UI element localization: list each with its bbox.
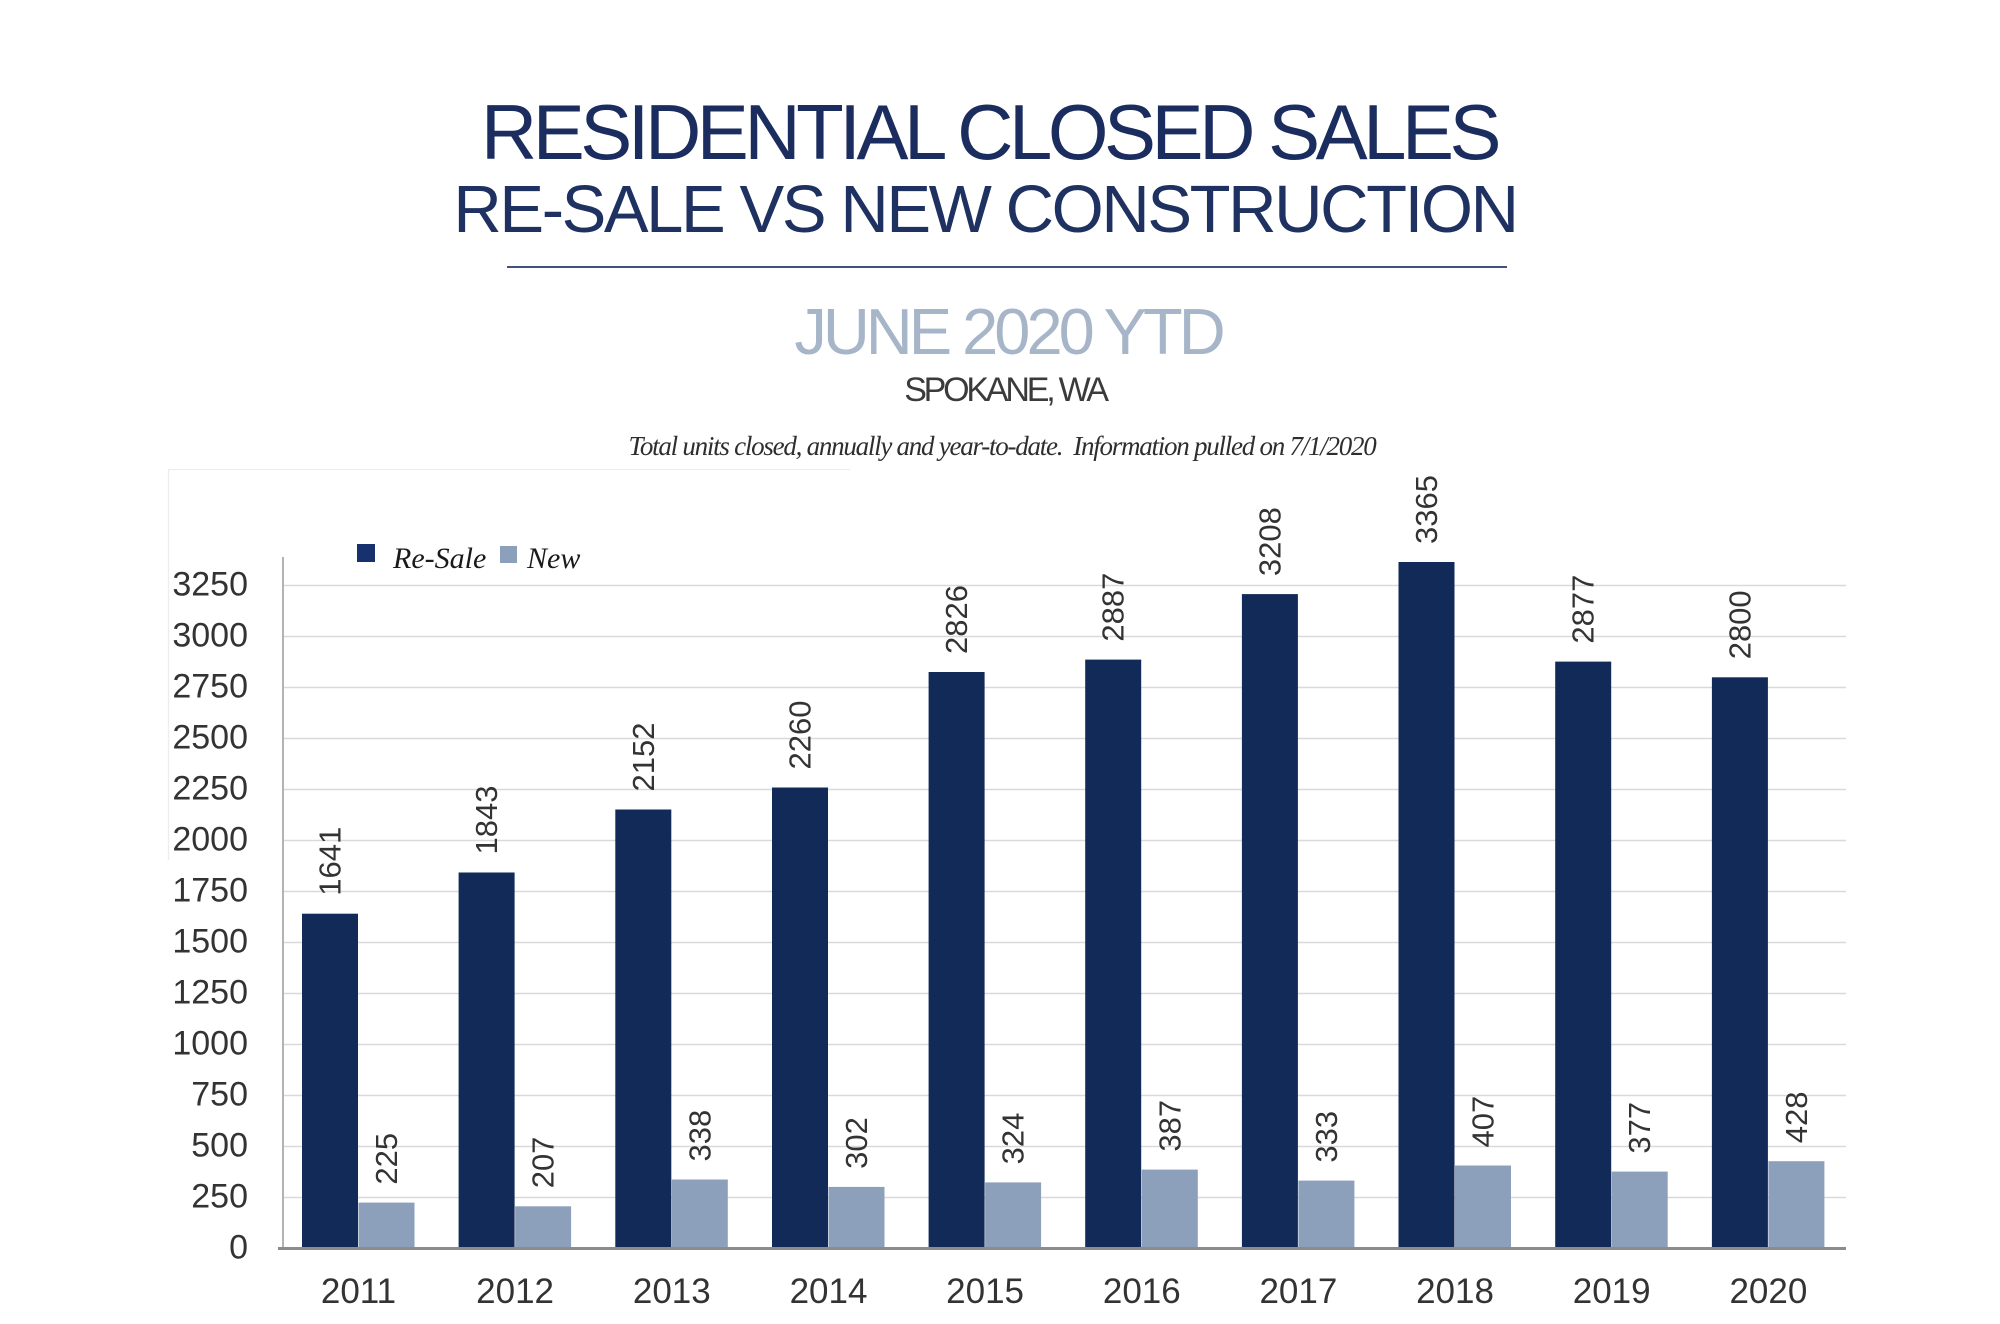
svg-text:302: 302 bbox=[839, 1117, 874, 1169]
svg-text:2500: 2500 bbox=[172, 719, 248, 757]
svg-text:387: 387 bbox=[1152, 1100, 1187, 1152]
svg-text:2017: 2017 bbox=[1259, 1272, 1337, 1311]
svg-text:2250: 2250 bbox=[172, 770, 248, 808]
svg-text:2877: 2877 bbox=[1566, 575, 1601, 644]
svg-text:377: 377 bbox=[1622, 1102, 1657, 1154]
svg-text:1250: 1250 bbox=[172, 974, 248, 1012]
svg-text:3250: 3250 bbox=[172, 566, 248, 604]
svg-text:207: 207 bbox=[526, 1137, 561, 1189]
svg-text:407: 407 bbox=[1466, 1096, 1501, 1148]
svg-text:1500: 1500 bbox=[172, 923, 248, 961]
svg-text:New: New bbox=[526, 542, 580, 575]
svg-text:2800: 2800 bbox=[1722, 590, 1757, 659]
svg-text:2887: 2887 bbox=[1096, 573, 1131, 642]
svg-text:428: 428 bbox=[1779, 1091, 1814, 1143]
svg-text:1843: 1843 bbox=[469, 786, 504, 855]
svg-text:2012: 2012 bbox=[476, 1272, 554, 1311]
svg-text:2011: 2011 bbox=[321, 1272, 396, 1311]
svg-text:3208: 3208 bbox=[1252, 507, 1287, 576]
svg-text:2750: 2750 bbox=[172, 668, 248, 706]
svg-text:2020: 2020 bbox=[1729, 1272, 1807, 1311]
svg-text:2019: 2019 bbox=[1573, 1272, 1651, 1311]
svg-text:2014: 2014 bbox=[790, 1272, 868, 1311]
svg-text:2260: 2260 bbox=[783, 701, 818, 770]
svg-text:0: 0 bbox=[229, 1229, 248, 1267]
svg-text:1000: 1000 bbox=[172, 1025, 248, 1063]
svg-text:250: 250 bbox=[191, 1178, 248, 1216]
svg-text:2016: 2016 bbox=[1103, 1272, 1181, 1311]
svg-text:333: 333 bbox=[1309, 1111, 1344, 1163]
svg-text:Re-Sale: Re-Sale bbox=[392, 542, 486, 575]
svg-text:2018: 2018 bbox=[1416, 1272, 1494, 1311]
svg-text:324: 324 bbox=[996, 1113, 1031, 1165]
svg-text:1641: 1641 bbox=[313, 827, 348, 896]
svg-text:2000: 2000 bbox=[172, 821, 248, 859]
svg-text:500: 500 bbox=[191, 1127, 248, 1165]
svg-text:2015: 2015 bbox=[946, 1272, 1024, 1311]
svg-text:338: 338 bbox=[682, 1110, 717, 1162]
svg-text:750: 750 bbox=[191, 1076, 248, 1114]
svg-text:1750: 1750 bbox=[172, 872, 248, 910]
svg-text:3365: 3365 bbox=[1409, 475, 1444, 544]
svg-text:225: 225 bbox=[369, 1133, 404, 1185]
svg-text:3000: 3000 bbox=[172, 617, 248, 655]
svg-text:2826: 2826 bbox=[939, 585, 974, 654]
svg-text:2152: 2152 bbox=[626, 723, 661, 792]
svg-text:2013: 2013 bbox=[633, 1272, 711, 1311]
